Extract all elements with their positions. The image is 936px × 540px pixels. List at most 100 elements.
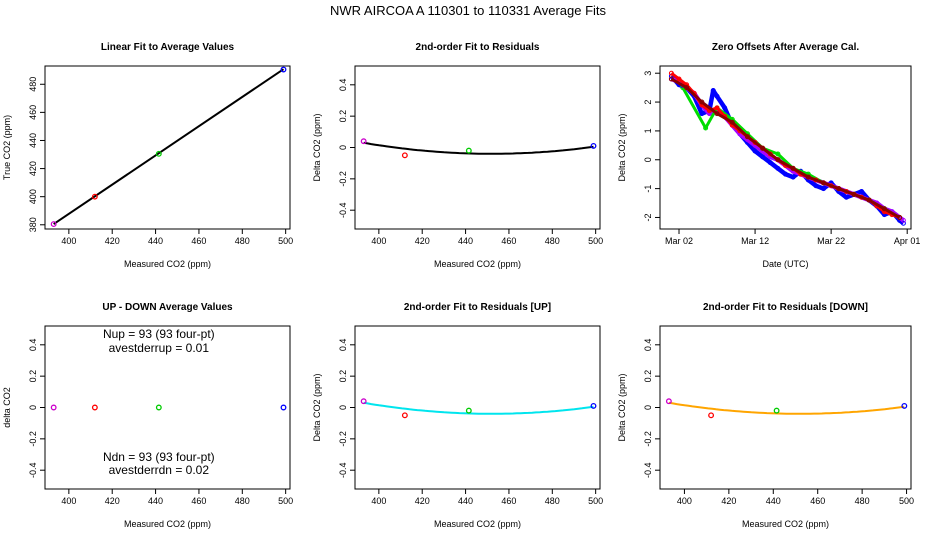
y-tick-label: 380 xyxy=(28,217,38,232)
x-tick-label: 440 xyxy=(458,496,473,506)
x-tick-label: 460 xyxy=(810,496,825,506)
y-tick-label: -0.4 xyxy=(338,462,348,478)
series-point xyxy=(813,183,819,189)
series-point xyxy=(866,197,872,203)
series-point xyxy=(760,145,766,151)
x-tick-label: Mar 02 xyxy=(665,236,693,246)
x-tick-label: 500 xyxy=(588,496,603,506)
x-axis-label: Measured CO2 (ppm) xyxy=(742,519,829,529)
x-tick-label: 420 xyxy=(105,496,120,506)
y-axis-label: Delta CO2 (ppm) xyxy=(617,113,627,181)
x-tick-label: 400 xyxy=(61,236,76,246)
data-point xyxy=(360,138,367,145)
x-axis-label: Measured CO2 (ppm) xyxy=(124,519,211,529)
series-point xyxy=(703,125,709,131)
y-tick-label: -0.2 xyxy=(338,171,348,187)
data-point xyxy=(91,404,98,411)
y-tick-label: 0.2 xyxy=(28,370,38,383)
y-tick-label: -0.4 xyxy=(338,202,348,218)
series-point xyxy=(881,206,887,212)
series-point xyxy=(767,160,773,166)
panel-title: Zero Offsets After Average Cal. xyxy=(712,42,859,53)
data-point xyxy=(155,404,162,411)
x-axis-label: Date (UTC) xyxy=(762,259,808,269)
x-tick-label: 480 xyxy=(545,236,560,246)
y-tick-label: 0.2 xyxy=(338,110,348,123)
series-point xyxy=(775,165,781,171)
data-point xyxy=(91,193,98,200)
x-tick-label: 420 xyxy=(721,496,736,506)
fit-curve xyxy=(363,141,594,155)
series-point xyxy=(714,111,720,117)
x-tick-label: Mar 22 xyxy=(817,236,845,246)
series-point xyxy=(821,186,827,192)
x-tick-label: 500 xyxy=(278,496,293,506)
panel-title: 2nd-order Fit to Residuals [UP] xyxy=(404,302,551,313)
plot-frame xyxy=(44,65,291,230)
x-tick-label: 440 xyxy=(148,236,163,246)
y-tick-label: 0 xyxy=(338,405,348,410)
panel-resid: 2nd-order Fit to Residuals Measured CO2 (… xyxy=(312,42,603,269)
plot-frame xyxy=(659,65,912,230)
series-point xyxy=(729,119,735,125)
series-point xyxy=(714,105,720,111)
annotation: avestderrdn = 0.02 xyxy=(109,463,210,477)
y-tick-label: -0.4 xyxy=(643,462,653,478)
series-point xyxy=(790,174,796,180)
data-point xyxy=(773,407,780,414)
x-tick-label: 440 xyxy=(458,236,473,246)
annotation: Nup = 93 (93 four-pt) xyxy=(103,327,215,341)
series-point xyxy=(859,188,865,194)
annotation: avestderrup = 0.01 xyxy=(109,341,210,355)
series-point xyxy=(900,217,906,223)
series-point xyxy=(783,171,788,177)
panel-resid_down: 2nd-order Fit to Residuals [DOWN] Measure… xyxy=(617,302,914,529)
data-point xyxy=(360,398,367,405)
x-tick-label: 480 xyxy=(235,496,250,506)
series-point xyxy=(843,194,849,200)
panels: Linear Fit to Average Values Measured CO2… xyxy=(2,42,920,529)
series-point xyxy=(851,191,857,197)
data-point xyxy=(401,412,408,419)
series-point xyxy=(710,88,716,94)
x-tick-label: 400 xyxy=(677,496,692,506)
data-point xyxy=(155,150,162,157)
y-tick-label: 400 xyxy=(28,189,38,204)
panel-title: UP - DOWN Average Values xyxy=(102,302,233,313)
series-point xyxy=(668,76,674,82)
y-tick-label: 440 xyxy=(28,133,38,148)
data-point xyxy=(901,402,908,409)
data-point xyxy=(465,407,472,414)
series-point xyxy=(897,214,903,220)
series-point xyxy=(684,85,690,91)
series-darkred xyxy=(668,76,903,220)
y-tick-label: 2 xyxy=(643,100,653,105)
x-tick-label: 460 xyxy=(191,236,206,246)
x-tick-label: 440 xyxy=(148,496,163,506)
y-tick-label: 0 xyxy=(338,145,348,150)
y-tick-label: 0.4 xyxy=(28,339,38,352)
figure-title: NWR AIRCOA A 110301 to 110331 Average Fi… xyxy=(330,3,607,18)
series-point xyxy=(714,93,720,99)
x-axis-label: Measured CO2 (ppm) xyxy=(124,259,211,269)
data-point xyxy=(590,402,597,409)
series-point xyxy=(676,76,682,82)
y-axis-label: Delta CO2 (ppm) xyxy=(312,113,322,181)
y-tick-label: 0.2 xyxy=(338,370,348,383)
panel-zero: Zero Offsets After Average Cal. Date (UTC… xyxy=(617,42,920,269)
x-tick-label: 460 xyxy=(191,496,206,506)
x-tick-label: 400 xyxy=(371,496,386,506)
x-tick-label: Apr 01 xyxy=(894,236,921,246)
panel-resid_up: 2nd-order Fit to Residuals [UP] Measured … xyxy=(312,302,603,529)
series-point xyxy=(699,99,705,105)
y-tick-label: 420 xyxy=(28,161,38,176)
data-point xyxy=(50,404,57,411)
x-tick-label: 460 xyxy=(501,496,516,506)
series-point xyxy=(900,220,906,226)
y-axis-label: delta CO2 xyxy=(2,387,12,428)
x-tick-label: 400 xyxy=(61,496,76,506)
series-line xyxy=(670,77,901,219)
y-tick-label: 0.4 xyxy=(338,79,348,92)
x-tick-label: 500 xyxy=(278,236,293,246)
